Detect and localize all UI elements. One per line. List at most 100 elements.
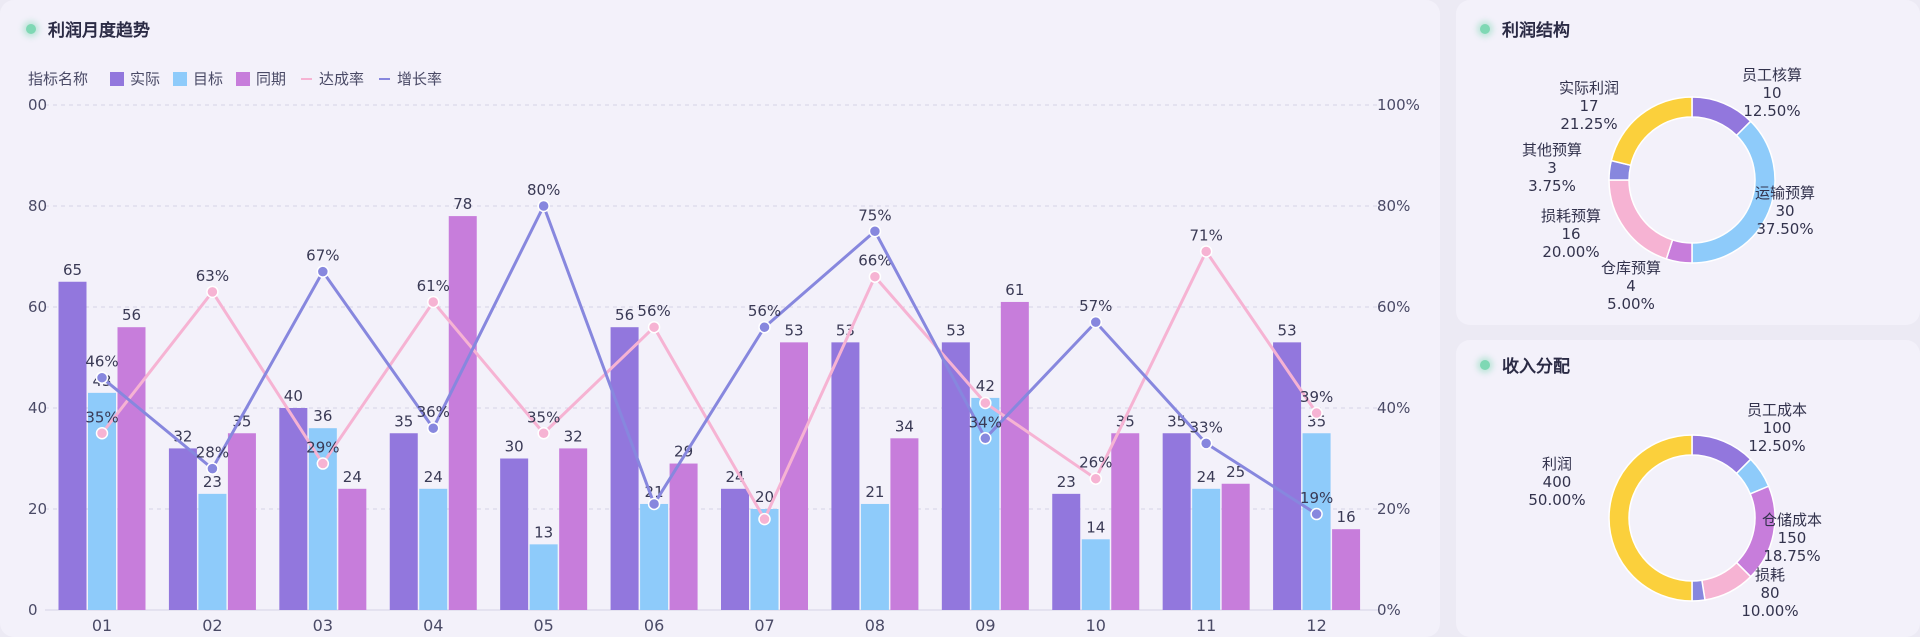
line-增长率 bbox=[101, 202, 1318, 516]
trend-chart: 0 0% 20 20% 40 40% 60 60% 80 80% 00 100% 指标名称 实际 目标 同期 达… bbox=[28, 70, 1420, 635]
slice-label-line: 运输预算 bbox=[1755, 184, 1815, 202]
slice-label-line: 仓库预算 bbox=[1601, 259, 1661, 277]
bar-label: 20 bbox=[755, 488, 774, 506]
bar-label: 78 bbox=[453, 195, 472, 213]
point-增长率 bbox=[206, 462, 219, 475]
slice-label-line: 损耗 bbox=[1755, 566, 1785, 584]
x-tick-label: 01 bbox=[92, 616, 112, 635]
left-axis-label: 40 bbox=[28, 399, 47, 417]
left-axis-label: 0 bbox=[28, 601, 38, 619]
bar-目标-05 bbox=[529, 544, 558, 610]
bar-label: 35 bbox=[394, 412, 413, 430]
legend-label-0: 实际 bbox=[130, 70, 160, 88]
x-tick-label: 09 bbox=[975, 616, 995, 635]
bar-实际-11 bbox=[1162, 433, 1191, 610]
point-达成率 bbox=[868, 270, 882, 283]
line-label: 66% bbox=[858, 252, 891, 270]
right-axis-label: 0% bbox=[1377, 601, 1401, 619]
x-tick-label: 07 bbox=[754, 616, 774, 635]
bar-label: 35 bbox=[1167, 412, 1186, 430]
title-dot-icon bbox=[26, 23, 36, 34]
line-label: 57% bbox=[1079, 297, 1112, 315]
legend-label-3: 达成率 bbox=[319, 70, 364, 88]
point-增长率 bbox=[758, 320, 771, 334]
point-达成率 bbox=[1199, 245, 1213, 258]
slice-利润 bbox=[1608, 434, 1693, 602]
bar-目标-04 bbox=[419, 488, 448, 610]
bar-目标-11 bbox=[1192, 488, 1221, 610]
bar-label: 30 bbox=[505, 438, 524, 456]
structure-title-text: 利润结构 bbox=[1502, 21, 1570, 41]
bar-label: 65 bbox=[63, 261, 82, 279]
line-label: 39% bbox=[1300, 388, 1333, 406]
line-label: 80% bbox=[527, 181, 560, 199]
line-label: 46% bbox=[85, 353, 118, 371]
slice-label-line: 12.50% bbox=[1748, 437, 1805, 455]
slice-实际利润 bbox=[1610, 96, 1693, 167]
bar-label: 21 bbox=[865, 483, 884, 501]
slice-label-line: 37.50% bbox=[1756, 220, 1813, 238]
bar-label: 24 bbox=[1197, 468, 1216, 486]
bar-同期-12 bbox=[1332, 529, 1361, 610]
line-label: 56% bbox=[637, 302, 670, 320]
slice-label-line: 150 bbox=[1778, 529, 1807, 547]
legend: 指标名称 实际 目标 同期 达成率 增长率 bbox=[28, 70, 442, 88]
line-label: 75% bbox=[858, 206, 891, 224]
legend-swatch-2 bbox=[236, 72, 250, 86]
right-axis-label: 80% bbox=[1377, 197, 1410, 215]
bar-目标-06 bbox=[640, 503, 669, 610]
line-label: 36% bbox=[417, 403, 450, 421]
slice-label-line: 50.00% bbox=[1528, 491, 1585, 509]
line-label: 67% bbox=[306, 247, 339, 265]
slice-segment-4 bbox=[1691, 579, 1706, 602]
x-tick-label: 05 bbox=[533, 616, 553, 635]
bar-label: 24 bbox=[725, 468, 744, 486]
bar-label: 23 bbox=[1057, 473, 1076, 491]
bar-实际-03 bbox=[279, 408, 308, 610]
bar-同期-11 bbox=[1221, 483, 1250, 610]
bar-同期-10 bbox=[1111, 433, 1140, 610]
point-达成率 bbox=[758, 512, 771, 526]
bar-label: 61 bbox=[1005, 281, 1024, 299]
left-axis-label: 80 bbox=[28, 197, 47, 215]
bar-同期-01 bbox=[117, 327, 146, 610]
slice-label-line: 3 bbox=[1547, 159, 1557, 177]
income-title: 收入分配 bbox=[1480, 352, 1570, 377]
bar-label: 56 bbox=[615, 306, 634, 324]
legend-label-4: 增长率 bbox=[397, 70, 442, 88]
structure-panel: 利润结构 bbox=[1456, 0, 1920, 325]
right-axis-label: 60% bbox=[1377, 298, 1410, 316]
bar-label: 42 bbox=[976, 377, 995, 395]
slice-label-line: 10.00% bbox=[1741, 602, 1798, 620]
point-增长率 bbox=[427, 421, 440, 435]
line-label: 33% bbox=[1189, 418, 1222, 436]
bar-同期-02 bbox=[227, 433, 256, 610]
point-增长率 bbox=[1199, 437, 1213, 450]
x-tick-label: 08 bbox=[865, 616, 885, 635]
slice-label-line: 18.75% bbox=[1763, 547, 1820, 565]
point-达成率 bbox=[427, 295, 440, 309]
line-label: 61% bbox=[417, 277, 450, 295]
bar-目标-07 bbox=[750, 509, 779, 610]
bar-实际-12 bbox=[1273, 342, 1302, 610]
line-label: 35% bbox=[527, 408, 560, 426]
bar-目标-10 bbox=[1081, 539, 1110, 610]
bar-目标-08 bbox=[860, 503, 889, 610]
bar-label: 16 bbox=[1337, 508, 1356, 526]
bar-label: 53 bbox=[1278, 321, 1297, 339]
point-增长率 bbox=[647, 497, 661, 511]
slice-label-line: 损耗预算 bbox=[1541, 207, 1601, 225]
slice-label-line: 16 bbox=[1561, 225, 1580, 243]
point-达成率 bbox=[206, 285, 219, 299]
bar-实际-10 bbox=[1052, 493, 1081, 610]
slice-label-line: 员工成本 bbox=[1747, 401, 1807, 419]
line-label: 63% bbox=[196, 267, 229, 285]
line-label: 35% bbox=[85, 408, 118, 426]
bar-实际-02 bbox=[168, 448, 197, 610]
legend-title: 指标名称 bbox=[28, 70, 88, 88]
